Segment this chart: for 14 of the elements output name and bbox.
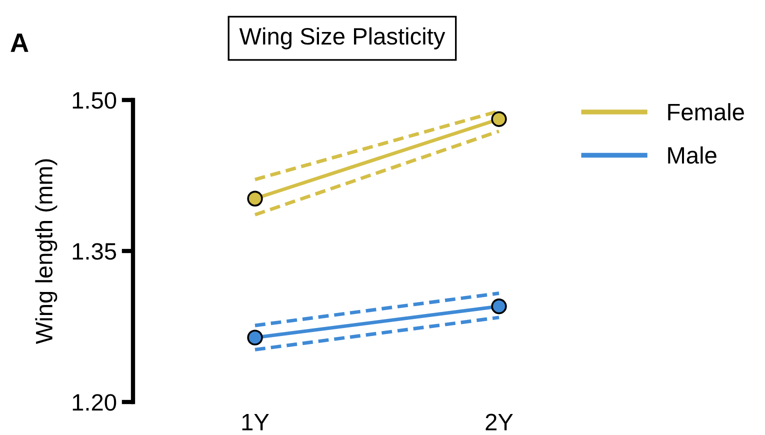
y-tick-label: 1.20 [72, 394, 116, 411]
text: A [10, 34, 28, 52]
chart-title: Wing Size Plasticity [239, 27, 446, 50]
y-axis-title: Wing length (mm) [35, 159, 58, 344]
x-tick-label: 2Y [486, 414, 513, 430]
point [491, 111, 507, 127]
point [491, 298, 507, 314]
point [247, 330, 263, 346]
y-tick-label: 1.50 [72, 92, 116, 109]
legend-label: Male [668, 146, 716, 164]
x-tick-label: 1Y [242, 414, 269, 430]
y-tick-label: 1.35 [72, 243, 116, 260]
point [247, 190, 263, 206]
legend-label: Female [668, 103, 744, 120]
